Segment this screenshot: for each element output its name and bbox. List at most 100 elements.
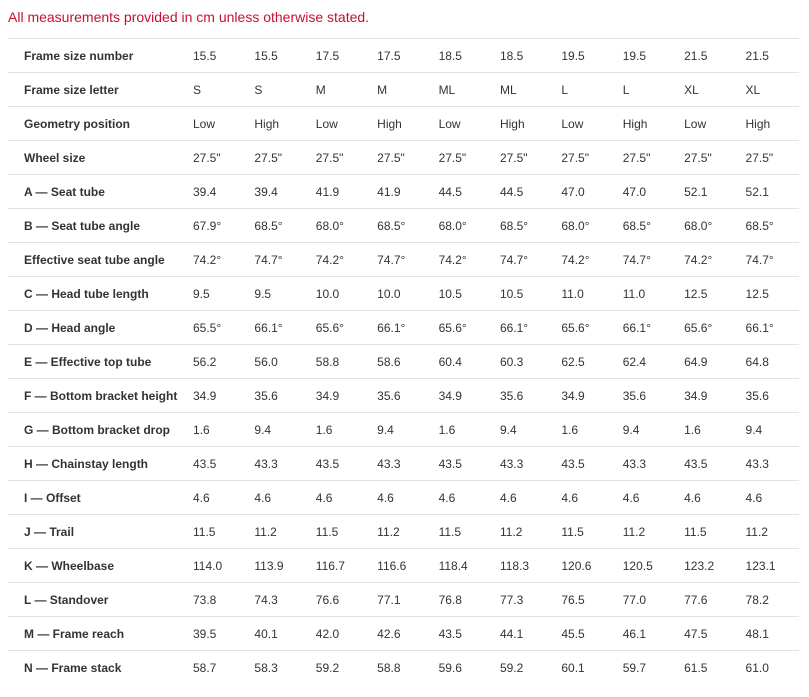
table-row: Frame size letter S S M M ML ML L L XL XL [8, 72, 799, 107]
cell: 9.4 [369, 412, 431, 447]
cell: 113.9 [246, 548, 308, 583]
cell: 68.5° [491, 208, 554, 243]
table-row: Wheel size 27.5" 27.5" 27.5" 27.5" 27.5" 27.5"… [8, 140, 799, 175]
cell: 12.5 [676, 276, 738, 311]
cell: 68.5° [246, 208, 308, 243]
cell: 58.8 [369, 650, 431, 684]
cell: 27.5" [491, 140, 554, 175]
cell: Low [307, 106, 370, 141]
table-row: Geometry position Low High Low High Low High Lo… [8, 106, 799, 141]
cell: 11.5 [553, 514, 615, 549]
cell: 120.6 [553, 548, 615, 583]
cell: 15.5 [185, 38, 247, 73]
row-label: Wheel size [8, 140, 185, 175]
cell: 4.6 [553, 480, 615, 515]
table-row: I — Offset 4.6 4.6 4.6 4.6 4.6 4.6 4.6 4.6 4.6 4.6 [8, 480, 799, 515]
cell: 66.1° [737, 310, 799, 345]
cell: High [369, 106, 431, 141]
cell: 27.5" [737, 140, 799, 175]
cell: 10.5 [491, 276, 554, 311]
cell: 118.4 [430, 548, 492, 583]
row-label: G — Bottom bracket drop [8, 412, 185, 447]
cell: 74.7° [369, 242, 431, 277]
row-label: E — Effective top tube [8, 344, 185, 379]
cell: ML [430, 72, 492, 107]
cell: 9.4 [614, 412, 677, 447]
cell: 68.0° [676, 208, 738, 243]
cell: 9.5 [246, 276, 308, 311]
cell: 43.5 [676, 446, 738, 481]
cell: 9.4 [491, 412, 554, 447]
cell: 43.5 [185, 446, 247, 481]
cell: 27.5" [430, 140, 492, 175]
cell: 27.5" [307, 140, 370, 175]
cell: 19.5 [553, 38, 615, 73]
row-label: L — Standover [8, 582, 185, 617]
cell: 123.2 [676, 548, 738, 583]
cell: 66.1° [369, 310, 431, 345]
cell: 11.2 [246, 514, 308, 549]
cell: 34.9 [553, 378, 615, 413]
cell: 27.5" [614, 140, 677, 175]
table-row: E — Effective top tube 56.2 56.0 58.8 58.6 60… [8, 344, 799, 379]
cell: 17.5 [307, 38, 370, 73]
cell: Low [430, 106, 492, 141]
cell: 74.7° [491, 242, 554, 277]
cell: Low [553, 106, 615, 141]
cell: 62.4 [614, 344, 677, 379]
cell: Low [185, 106, 247, 141]
table-row: A — Seat tube 39.4 39.4 41.9 41.9 44.5 44.5 47.… [8, 174, 799, 209]
row-label: F — Bottom bracket height [8, 378, 185, 413]
note: All measurements provided in cm unless o… [8, 9, 370, 25]
cell: 56.2 [185, 344, 247, 379]
cell: 76.6 [307, 582, 370, 617]
cell: 58.8 [307, 344, 370, 379]
cell: 35.6 [614, 378, 677, 413]
table-row: N — Frame stack 58.7 58.3 59.2 58.8 59.6 59.2 6… [8, 650, 799, 684]
cell: 11.2 [614, 514, 677, 549]
cell: S [185, 72, 247, 107]
cell: 15.5 [246, 38, 308, 73]
cell: 44.5 [491, 174, 554, 209]
cell: 18.5 [430, 38, 492, 73]
cell: 77.1 [369, 582, 431, 617]
cell: 66.1° [491, 310, 554, 345]
cell: 42.0 [307, 616, 370, 651]
cell: 4.6 [491, 480, 554, 515]
cell: 27.5" [369, 140, 431, 175]
table-row: Frame size number 15.5 15.5 17.5 17.5 18.5 18.… [8, 38, 799, 73]
cell: 1.6 [185, 412, 247, 447]
cell: 74.2° [553, 242, 615, 277]
table-row: J — Trail 11.5 11.2 11.5 11.2 11.5 11.2 11.5 11.… [8, 514, 799, 549]
table-row: K — Wheelbase 114.0 113.9 116.7 116.6 118.4 11… [8, 548, 799, 583]
cell: 11.5 [676, 514, 738, 549]
cell: 9.5 [185, 276, 247, 311]
cell: 44.1 [491, 616, 554, 651]
cell: 64.8 [737, 344, 799, 379]
cell: 118.3 [491, 548, 554, 583]
cell: 68.5° [737, 208, 799, 243]
cell: 68.0° [307, 208, 370, 243]
cell: 68.0° [553, 208, 615, 243]
cell: 35.6 [491, 378, 554, 413]
cell: 43.3 [491, 446, 554, 481]
cell: L [614, 72, 677, 107]
cell: 76.8 [430, 582, 492, 617]
cell: 19.5 [614, 38, 677, 73]
cell: 39.4 [185, 174, 247, 209]
cell: 77.3 [491, 582, 554, 617]
row-label: A — Seat tube [8, 174, 185, 209]
cell: 59.2 [307, 650, 370, 684]
cell: XL [737, 72, 799, 107]
cell: 77.0 [614, 582, 677, 617]
cell: 120.5 [614, 548, 677, 583]
cell: 46.1 [614, 616, 677, 651]
cell: 4.6 [246, 480, 308, 515]
cell: 43.3 [369, 446, 431, 481]
cell: 47.0 [614, 174, 677, 209]
cell: 116.7 [307, 548, 370, 583]
table-row: F — Bottom bracket height 34.9 35.6 34.9 35.… [8, 378, 799, 413]
cell: 74.2° [676, 242, 738, 277]
cell: 11.5 [185, 514, 247, 549]
